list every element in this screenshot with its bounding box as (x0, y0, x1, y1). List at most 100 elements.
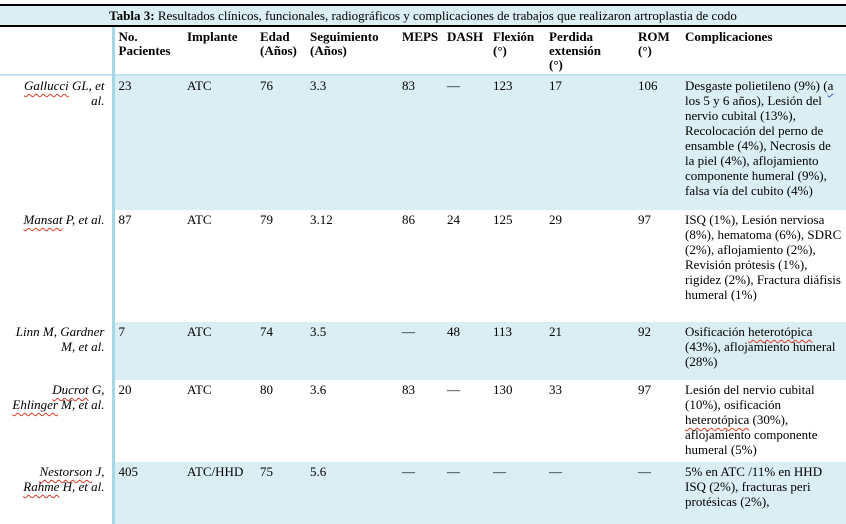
text-segment: P, et al. (62, 212, 105, 227)
value-cell: 83 (398, 74, 443, 210)
table-row: Ducrot G, Ehlinger M, et al. 20 ATC 80 3.6 83… (0, 380, 846, 462)
value-cell: ATC (187, 382, 212, 397)
value-cell: 75 (256, 462, 306, 524)
text-segment: Nestorson (39, 464, 93, 479)
value-cell: — (398, 462, 443, 524)
value-cell: 125 (493, 212, 513, 227)
value-cell: 7 (111, 322, 183, 380)
value-cell: 33 (549, 382, 562, 397)
text-segment: a (827, 78, 834, 93)
value-cell: 21 (545, 322, 634, 380)
text-segment: Linn M, Gardner M, et al. (15, 324, 105, 354)
value-cell: 23 (111, 74, 183, 210)
value-cell: 97 (638, 382, 651, 397)
table-row: Linn M, Gardner M, et al. 7 ATC 74 3.5—48 113… (0, 322, 846, 380)
table-title-text: Resultados clínicos, funcionales, radiog… (154, 8, 737, 23)
text-segment: heterotópica (748, 324, 813, 339)
value-cell: ATC/HHD (183, 462, 256, 524)
value-cell: 97 (638, 212, 651, 227)
table-row: Nestorson J, Rahme H, et al. 405 ATC/HHD 75… (0, 462, 846, 524)
text-segment: ISQ (1%), Lesión nerviosa (8%), hematoma… (685, 212, 845, 302)
text-segment: los 5 y 6 años), Lesión del nervio cubit… (685, 78, 837, 198)
text-segment: (43%), aflojamiento humeral (28%) (685, 324, 839, 369)
value-cell: 87 (111, 210, 183, 322)
value-cell: — (443, 74, 489, 210)
column-header: Flexión (°) (493, 29, 535, 58)
column-header: Implante (187, 29, 238, 44)
complications-cell: ISQ (1%), Lesión nerviosa (8%), hematoma… (681, 210, 846, 322)
text-segment: GL, et al. (68, 78, 105, 108)
complications-cell: 5% en ATC /11% en HHD ISQ (2%), fractura… (681, 462, 846, 524)
text-segment: Ducrot (52, 382, 89, 397)
value-cell: 24 (447, 212, 460, 227)
column-header: No. Pacientes (111, 27, 183, 75)
value-cell: 92 (634, 322, 681, 380)
text-segment: G, (88, 382, 105, 397)
author-cell: Nestorson J, Rahme H, et al. (0, 462, 113, 524)
table-row: Mansat P, et al. 87 ATC 79 3.12 86 24 125 29 97 IS… (0, 210, 846, 322)
table-title-label: Tabla 3: (109, 8, 155, 23)
author-cell: Gallucci GL, et al. (0, 74, 113, 210)
text-segment: heterotópica (685, 412, 750, 427)
column-header: DASH (447, 29, 484, 44)
value-cell: 130 (493, 382, 513, 397)
text-segment: Lesión del nervio cubital (10%), osifica… (685, 382, 818, 412)
value-cell: — (545, 462, 634, 524)
text-segment: H, et al. (59, 479, 105, 494)
value-cell: 83 (402, 382, 415, 397)
value-cell: 123 (489, 74, 545, 210)
column-header (0, 27, 113, 75)
author-cell: Linn M, Gardner M, et al. (0, 322, 113, 380)
value-cell: 113 (489, 322, 545, 380)
text-segment: Rahme (23, 479, 60, 494)
results-table: No. Pacientes Implante Edad (Años) Seguimie… (0, 27, 846, 524)
header-row: No. Pacientes Implante Edad (Años) Seguimie… (0, 27, 846, 75)
value-cell: 20 (111, 380, 183, 462)
value-cell: 29 (549, 212, 562, 227)
table-body: Gallucci GL, et al. 23 ATC 76 3.3 83—123 17 106… (0, 74, 846, 524)
value-cell: ATC (183, 74, 256, 210)
text-segment: (30%), aflojamiento componente humeral (… (685, 412, 821, 457)
text-segment: Ehlinger (12, 397, 58, 412)
value-cell: 86 (402, 212, 415, 227)
value-cell: 48 (443, 322, 489, 380)
value-cell: 5.6 (306, 462, 398, 524)
table-row: Gallucci GL, et al. 23 ATC 76 3.3 83—123 17 106… (0, 74, 846, 210)
value-cell: 80 (260, 382, 273, 397)
column-header: MEPS (402, 29, 439, 44)
text-segment: 5% en ATC /11% en HHD ISQ (2%), fractura… (685, 464, 823, 509)
value-cell: 3.3 (306, 74, 398, 210)
complications-cell: Osificación heterotópica (43%), aflojami… (681, 322, 846, 380)
value-cell: 3.6 (310, 382, 327, 397)
value-cell: 76 (256, 74, 306, 210)
column-header: Perdida extensión (°) (549, 29, 601, 72)
complications-cell: Desgaste polietileno (9%) (a los 5 y 6 a… (681, 74, 846, 210)
value-cell: 74 (256, 322, 306, 380)
text-segment: Osificación (685, 324, 749, 339)
value-cell: — (489, 462, 545, 524)
value-cell: 405 (111, 462, 183, 524)
value-cell: — (447, 382, 460, 397)
text-segment: Desgaste polietileno (9%) ( (685, 78, 828, 93)
value-cell: 3.12 (310, 212, 333, 227)
value-cell: ATC (187, 212, 212, 227)
text-segment: M, et al. (57, 397, 105, 412)
value-cell: 17 (545, 74, 634, 210)
column-header: ROM (°) (638, 29, 670, 58)
column-header: Complicaciones (685, 29, 773, 44)
value-cell: — (398, 322, 443, 380)
value-cell: 106 (634, 74, 681, 210)
author-cell: Mansat P, et al. (0, 210, 113, 322)
text-segment: Gallucci (23, 78, 69, 93)
column-header: Seguimiento (Años) (310, 29, 379, 58)
column-header: Edad (Años) (260, 29, 297, 58)
value-cell: ATC (183, 322, 256, 380)
table-title: Tabla 3: Resultados clínicos, funcionale… (0, 4, 846, 27)
value-cell: 3.5 (306, 322, 398, 380)
text-segment: Mansat (23, 212, 63, 227)
author-cell: Ducrot G, Ehlinger M, et al. (0, 380, 113, 462)
value-cell: — (634, 462, 681, 524)
value-cell: 79 (260, 212, 273, 227)
complications-cell: Lesión del nervio cubital (10%), osifica… (681, 380, 846, 462)
